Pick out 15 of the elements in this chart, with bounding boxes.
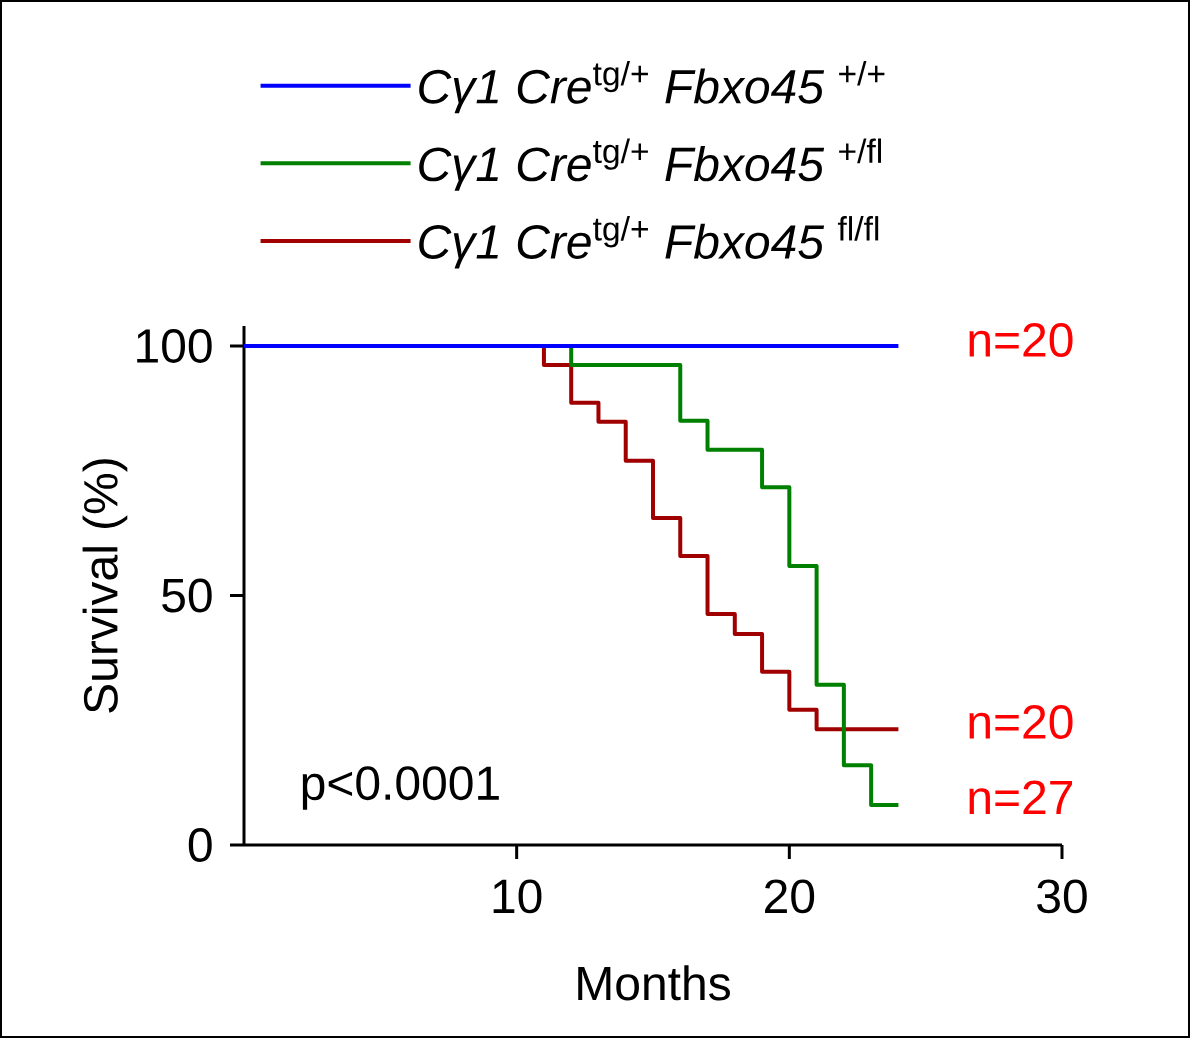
y-tick-label: 0	[188, 828, 212, 862]
x-axis-title: Months	[578, 965, 730, 1001]
x-tick-label: 20	[765, 879, 815, 914]
x-tick-label: 30	[1037, 879, 1087, 914]
legend-label: Cγ1 Cre$^{tg/+}$ Fbxo45 $^{fl/fl}$	[419, 216, 879, 269]
annotation: n=20	[969, 705, 1073, 739]
annotation: n=20	[969, 323, 1073, 357]
legend-label: Cγ1 Cre$^{tg/+}$ Fbxo45 $^{+/fl}$	[419, 138, 881, 191]
y-tick-label: 50	[162, 578, 212, 613]
legend-label: Cγ1 Cre$^{tg/+}$ Fbxo45 $^{+/+}$	[419, 60, 885, 114]
y-axis-title: Survival (%)	[82, 459, 128, 713]
y-tick-label: 100	[137, 328, 212, 363]
annotation: n=27	[969, 780, 1073, 814]
x-tick-label: 10	[493, 879, 542, 914]
annotation: p<0.0001	[302, 766, 499, 810]
